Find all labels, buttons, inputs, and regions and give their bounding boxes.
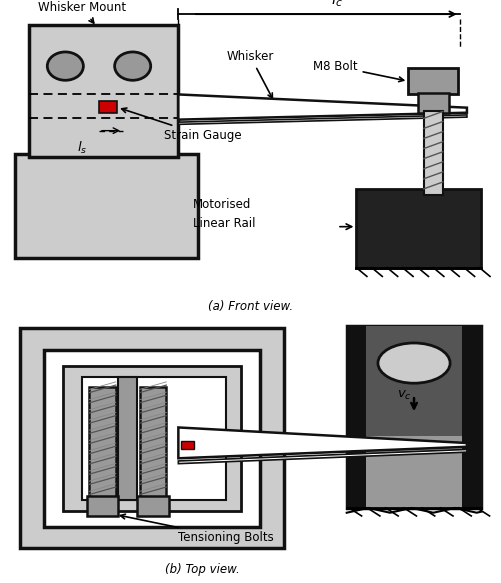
Bar [366,325,462,436]
Bar [15,154,197,258]
Bar [347,325,481,508]
Text: Linear Rail: Linear Rail [193,217,256,230]
Bar [44,350,260,526]
Text: $l_s$: $l_s$ [77,140,87,156]
Polygon shape [178,449,467,463]
Polygon shape [178,427,467,458]
Bar [418,93,449,113]
Bar [118,377,137,500]
Bar [347,325,366,508]
Ellipse shape [47,52,83,80]
Circle shape [378,343,450,383]
Text: Motorised: Motorised [193,198,251,211]
Bar [89,387,116,497]
Bar [462,325,481,508]
Text: Tensioning Bolts: Tensioning Bolts [120,514,274,544]
Bar [82,377,226,500]
Bar [356,189,481,268]
Text: Whisker: Whisker [227,50,274,98]
Text: Strain Gauge: Strain Gauge [122,108,241,142]
Ellipse shape [115,52,151,80]
Bar [366,325,462,508]
Bar [424,111,443,195]
Polygon shape [178,94,467,120]
Bar [99,101,117,113]
Bar [20,328,284,548]
Bar [63,366,241,511]
Text: $l_c$: $l_c$ [331,0,343,9]
Polygon shape [178,115,467,124]
Bar [408,68,458,94]
Text: $v_c$: $v_c$ [397,389,412,402]
Bar [29,25,178,157]
Text: Whisker Mount: Whisker Mount [38,1,126,23]
Bar [181,441,194,449]
Bar [137,496,169,516]
Bar [87,496,118,516]
Text: M8 Bolt: M8 Bolt [313,59,404,82]
Text: (a) Front view.: (a) Front view. [208,300,293,314]
Text: (b) Top view.: (b) Top view. [165,563,240,576]
Bar [140,387,166,497]
